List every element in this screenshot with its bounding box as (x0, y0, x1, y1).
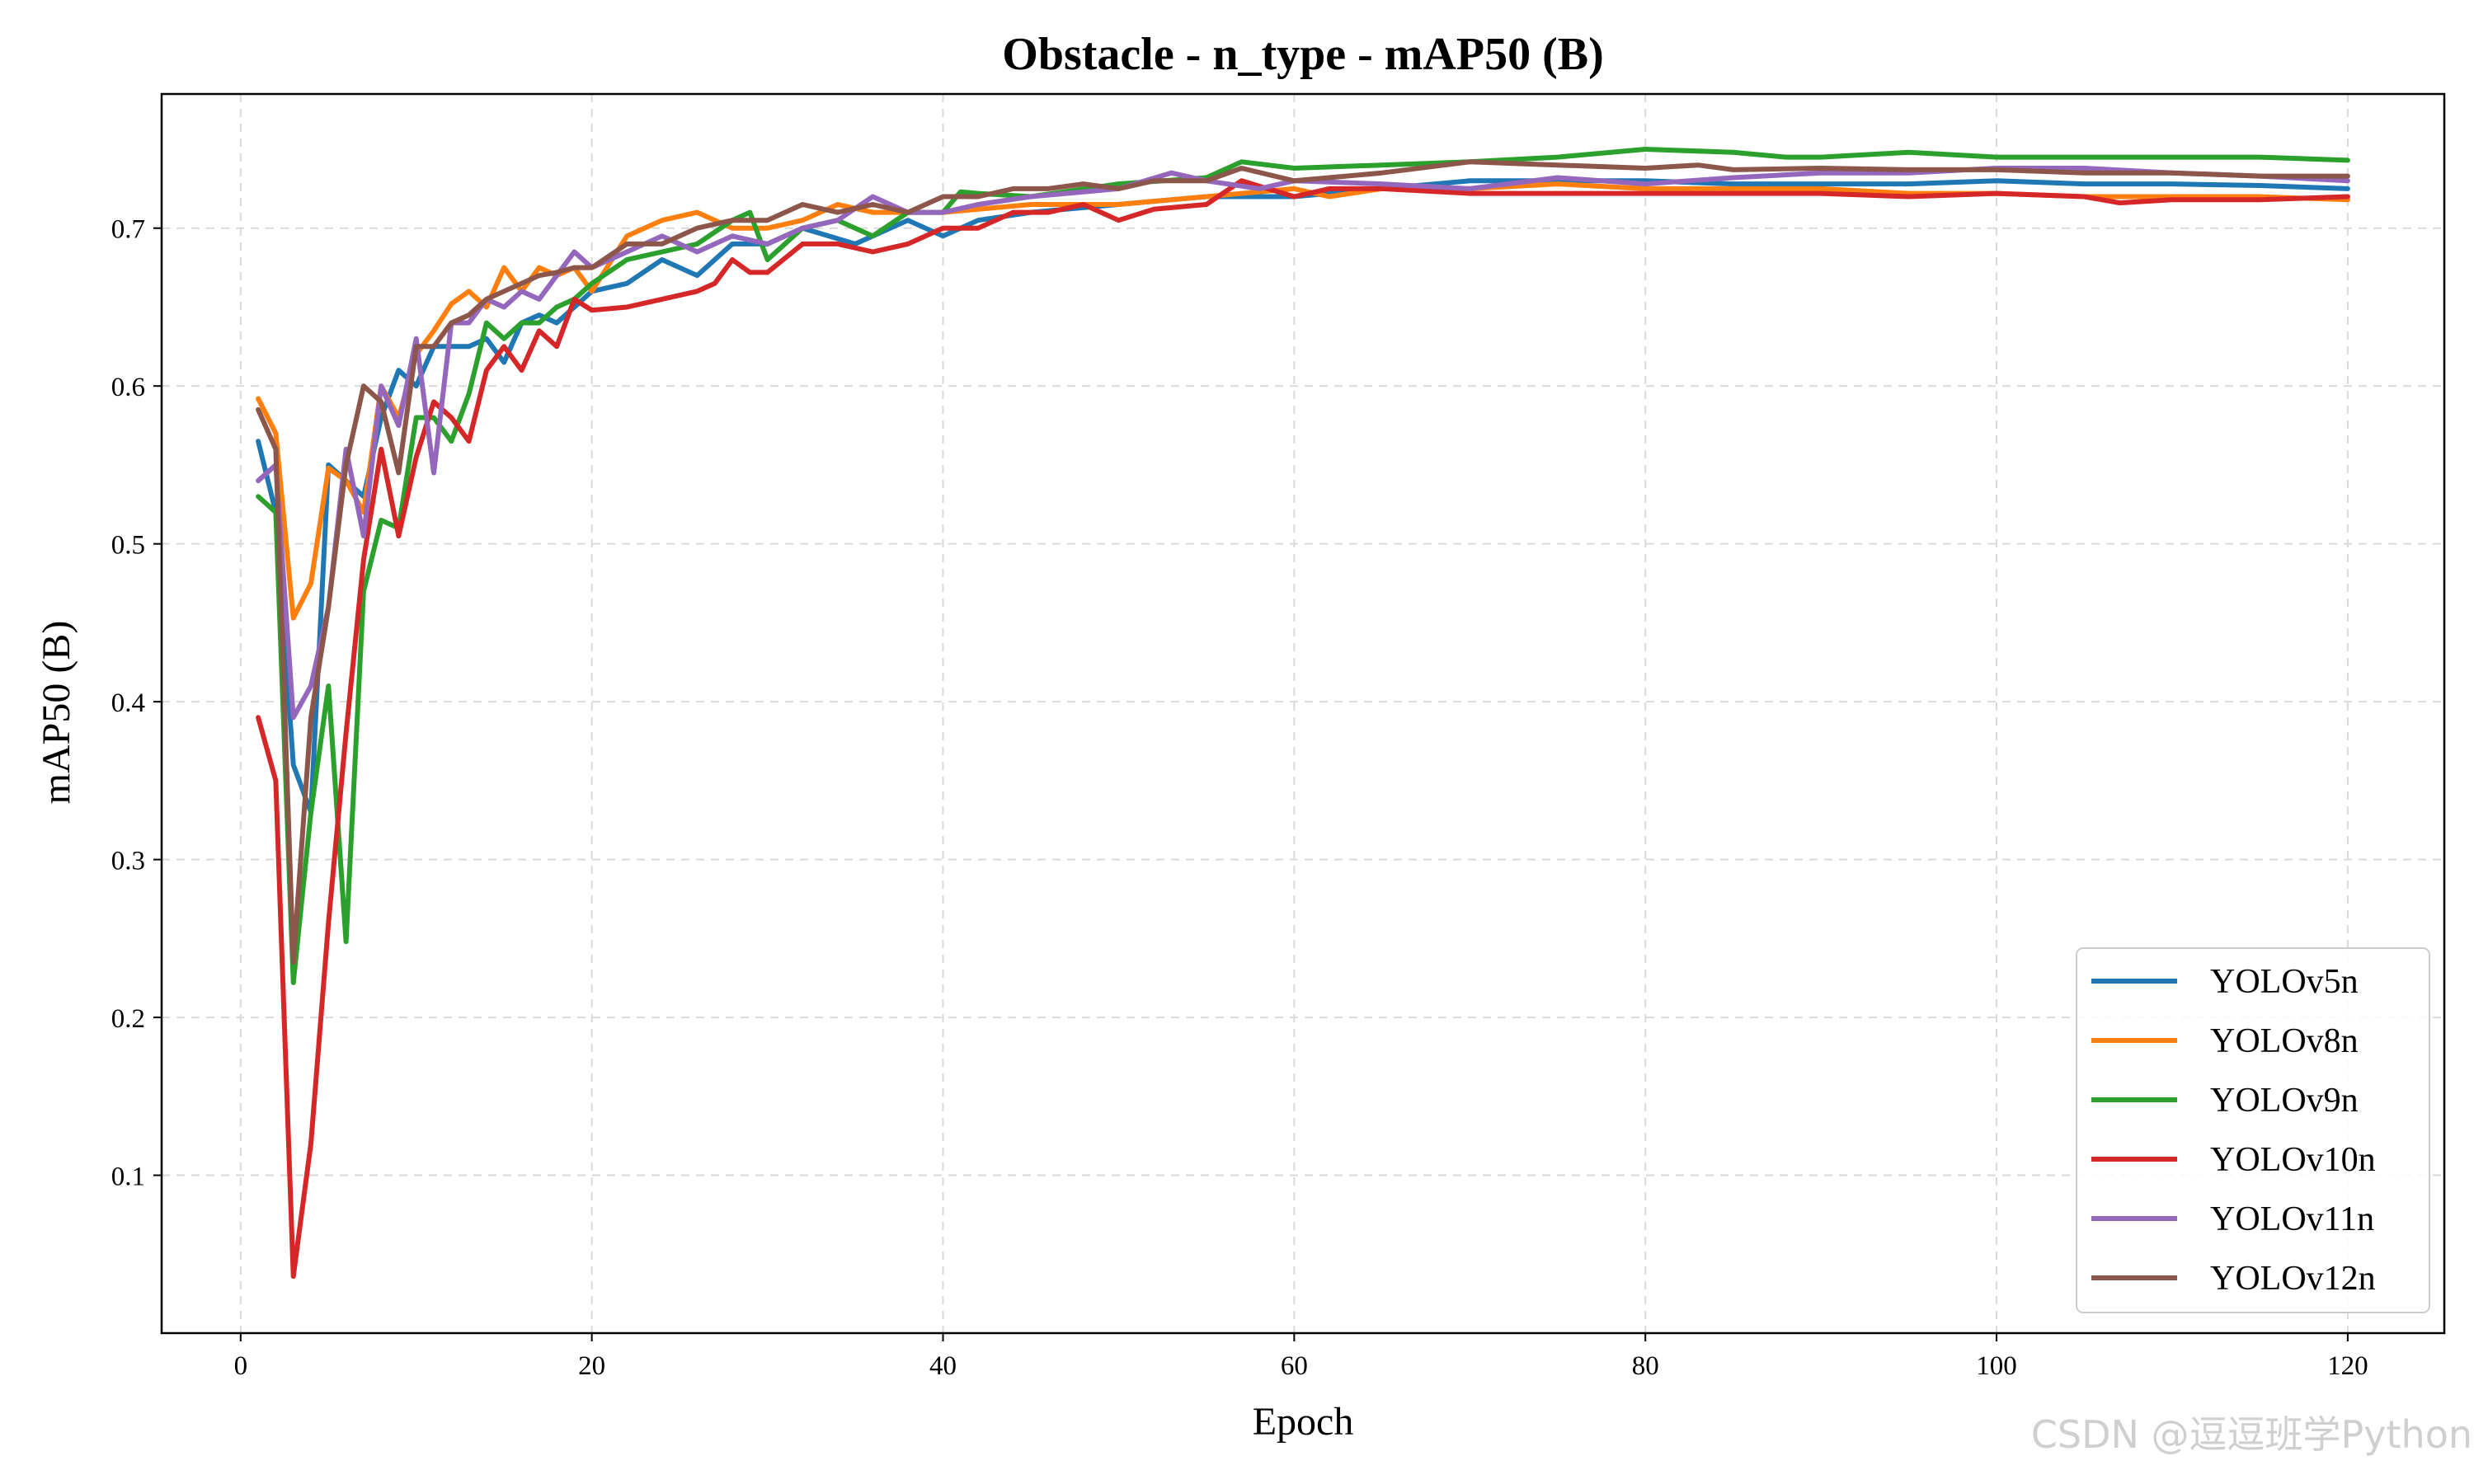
legend-label-yolov8n: YOLOv8n (2210, 1022, 2359, 1060)
y-tick-label: 0.4 (111, 688, 145, 718)
plot-frame (160, 92, 2446, 1335)
legend-box (2076, 947, 2430, 1313)
series-lines (256, 147, 2350, 1280)
legend-label-yolov11n: YOLOv11n (2210, 1200, 2374, 1238)
legend: YOLOv5n YOLOv8n YOLOv9n YOLOv10n YOLOv11n YOL… (2076, 947, 2430, 1313)
x-tick-label: 120 (2327, 1351, 2368, 1381)
legend-label-yolov10n: YOLOv10n (2210, 1141, 2376, 1179)
y-tick-label: 0.1 (111, 1162, 145, 1192)
x-tick-label: 100 (1976, 1351, 2017, 1381)
legend-label-yolov5n: YOLOv5n (2210, 963, 2359, 1001)
legend-label-yolov12n: YOLOv12n (2210, 1260, 2376, 1298)
x-axis-label: Epoch (1253, 1400, 1354, 1444)
y-tick-label: 0.6 (111, 373, 145, 402)
chart-title: Obstacle - n_type - mAP50 (B) (1002, 29, 1603, 80)
axis-ticks: 0 20 40 60 80 100 120 0.1 0.2 0.3 0.4 0.5 0.6 0.7 (111, 215, 2368, 1381)
x-tick-label: 60 (1281, 1351, 1308, 1381)
series-line-yolov11n (256, 166, 2350, 721)
watermark: CSDN @逗逗班学Python (2030, 1412, 2472, 1457)
series-line-yolov10n (256, 178, 2350, 1280)
x-tick-label: 0 (234, 1351, 248, 1381)
x-tick-label: 80 (1632, 1351, 1659, 1381)
x-tick-label: 20 (578, 1351, 605, 1381)
y-tick-label: 0.7 (111, 215, 145, 245)
series-line-yolov9n (256, 147, 2350, 985)
y-axis-label: mAP50 (B) (35, 621, 78, 805)
y-tick-label: 0.2 (111, 1004, 145, 1034)
series-line-yolov12n (256, 159, 2350, 965)
x-tick-label: 40 (929, 1351, 957, 1381)
y-tick-label: 0.5 (111, 531, 145, 561)
y-tick-label: 0.3 (111, 847, 145, 876)
legend-label-yolov9n: YOLOv9n (2210, 1082, 2359, 1120)
grid-lines (162, 94, 2444, 1333)
